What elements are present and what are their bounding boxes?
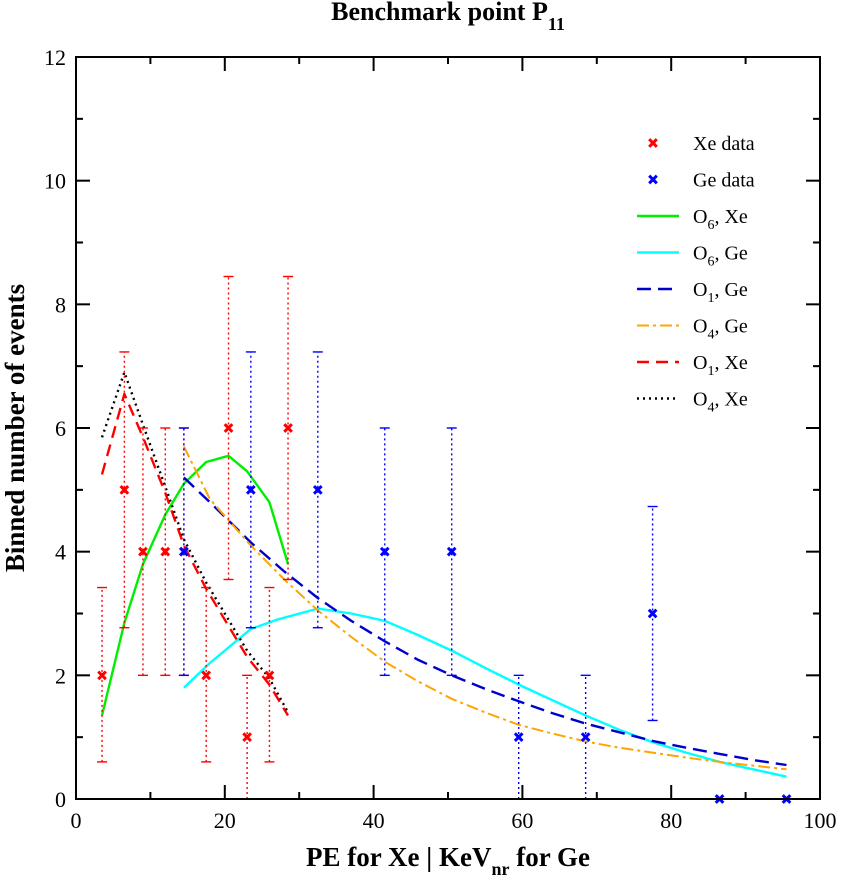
data-point <box>283 423 293 433</box>
y-axis-label: Binned number of events <box>0 284 30 572</box>
legend-target: , Xe <box>714 206 747 228</box>
model-curves <box>100 371 787 778</box>
marker-stroke <box>648 174 658 185</box>
marker-stroke <box>179 546 189 557</box>
data-point <box>264 670 275 681</box>
data-point <box>513 732 524 743</box>
legend-sub: 4 <box>707 328 714 343</box>
chart-title-sub: 11 <box>548 14 565 34</box>
legend-marker <box>648 174 658 185</box>
marker-stroke <box>283 423 293 433</box>
curve-line <box>100 371 290 713</box>
chart-title-main: Benchmark point P <box>331 0 548 26</box>
marker-stroke <box>647 608 658 619</box>
data-point <box>160 546 171 557</box>
data-point <box>119 484 130 495</box>
legend-op: O <box>693 279 707 301</box>
curve-line <box>183 607 787 778</box>
marker-stroke <box>446 546 457 557</box>
axis-ticks: 0 20 40 60 80 100 0 2 4 6 8 10 12 <box>44 45 837 833</box>
legend-label: O6, Ge <box>693 243 748 270</box>
legend-label: O1, Ge <box>693 279 748 306</box>
legend-sub: 1 <box>707 291 714 306</box>
legend-op: O <box>693 206 707 228</box>
data-point <box>312 484 323 495</box>
x-tick-label: 80 <box>660 808 682 833</box>
marker-stroke <box>312 484 323 495</box>
legend-label: Ge data <box>693 170 755 192</box>
x-axis-label-sub: nr <box>491 859 509 879</box>
legend-target: , Xe <box>714 389 747 411</box>
legend-label: Xe data <box>693 133 755 155</box>
x-axis-label-post: for Ge <box>509 842 589 872</box>
marker-stroke <box>264 670 275 681</box>
data-point <box>580 732 591 743</box>
x-tick-label: 100 <box>804 808 837 833</box>
marker-stroke <box>201 670 212 681</box>
legend-target: , Xe <box>714 352 747 374</box>
legend-marker <box>648 138 658 148</box>
marker-stroke <box>138 546 148 557</box>
curve-line <box>183 446 787 771</box>
marker-stroke <box>97 670 107 681</box>
legend-label: O4, Ge <box>693 316 748 343</box>
y-tick-label: 2 <box>55 663 66 688</box>
y-tick-label: 12 <box>44 45 66 70</box>
data-point <box>179 546 189 557</box>
data-point <box>201 670 212 681</box>
marker-stroke <box>245 484 256 495</box>
legend-target: , Ge <box>714 279 747 301</box>
legend-label: O4, Xe <box>693 389 748 416</box>
y-tick-label: 4 <box>55 540 66 565</box>
curve-line <box>100 392 290 717</box>
data-point <box>647 608 658 619</box>
x-tick-label: 60 <box>511 808 533 833</box>
data-points <box>97 423 792 804</box>
marker-stroke <box>648 138 658 148</box>
y-tick-label: 0 <box>55 787 66 812</box>
legend-op: O <box>693 316 707 338</box>
curve-line <box>183 476 787 767</box>
data-point <box>245 484 256 495</box>
curve-line <box>100 454 290 716</box>
legend-label: O1, Xe <box>693 352 748 379</box>
data-point <box>223 423 234 433</box>
legend-label: O6, Xe <box>693 206 748 233</box>
plot-frame <box>75 56 821 800</box>
data-point <box>446 546 457 557</box>
y-tick-label: 10 <box>44 169 66 194</box>
x-tick-label: 40 <box>363 808 385 833</box>
marker-stroke <box>223 423 234 433</box>
data-point <box>138 546 148 557</box>
y-tick-label: 8 <box>55 292 66 317</box>
x-tick-label: 20 <box>214 808 236 833</box>
y-tick-label: 6 <box>55 416 66 441</box>
legend-target: , Ge <box>714 316 747 338</box>
legend-op: O <box>693 243 707 265</box>
x-tick-label: 0 <box>71 808 82 833</box>
marker-stroke <box>160 546 171 557</box>
legend-sub: 1 <box>707 364 714 379</box>
marker-stroke <box>580 732 591 743</box>
marker-stroke <box>242 732 252 743</box>
data-point <box>242 732 252 743</box>
marker-stroke <box>513 732 524 743</box>
data-point <box>379 546 390 557</box>
legend-op: O <box>693 352 707 374</box>
legend-sub: 6 <box>707 218 714 233</box>
x-axis-label: PE for Xe | KeVnr for Ge <box>306 842 590 879</box>
marker-stroke <box>379 546 390 557</box>
marker-stroke <box>119 484 130 495</box>
data-point <box>97 670 107 681</box>
legend-op: O <box>693 389 707 411</box>
x-axis-label-pre: PE for Xe | KeV <box>306 842 492 872</box>
chart-title: Benchmark point P11 <box>331 0 565 34</box>
legend-sub: 6 <box>707 255 714 270</box>
legend-target: , Ge <box>714 243 747 265</box>
legend-sub: 4 <box>707 401 714 416</box>
